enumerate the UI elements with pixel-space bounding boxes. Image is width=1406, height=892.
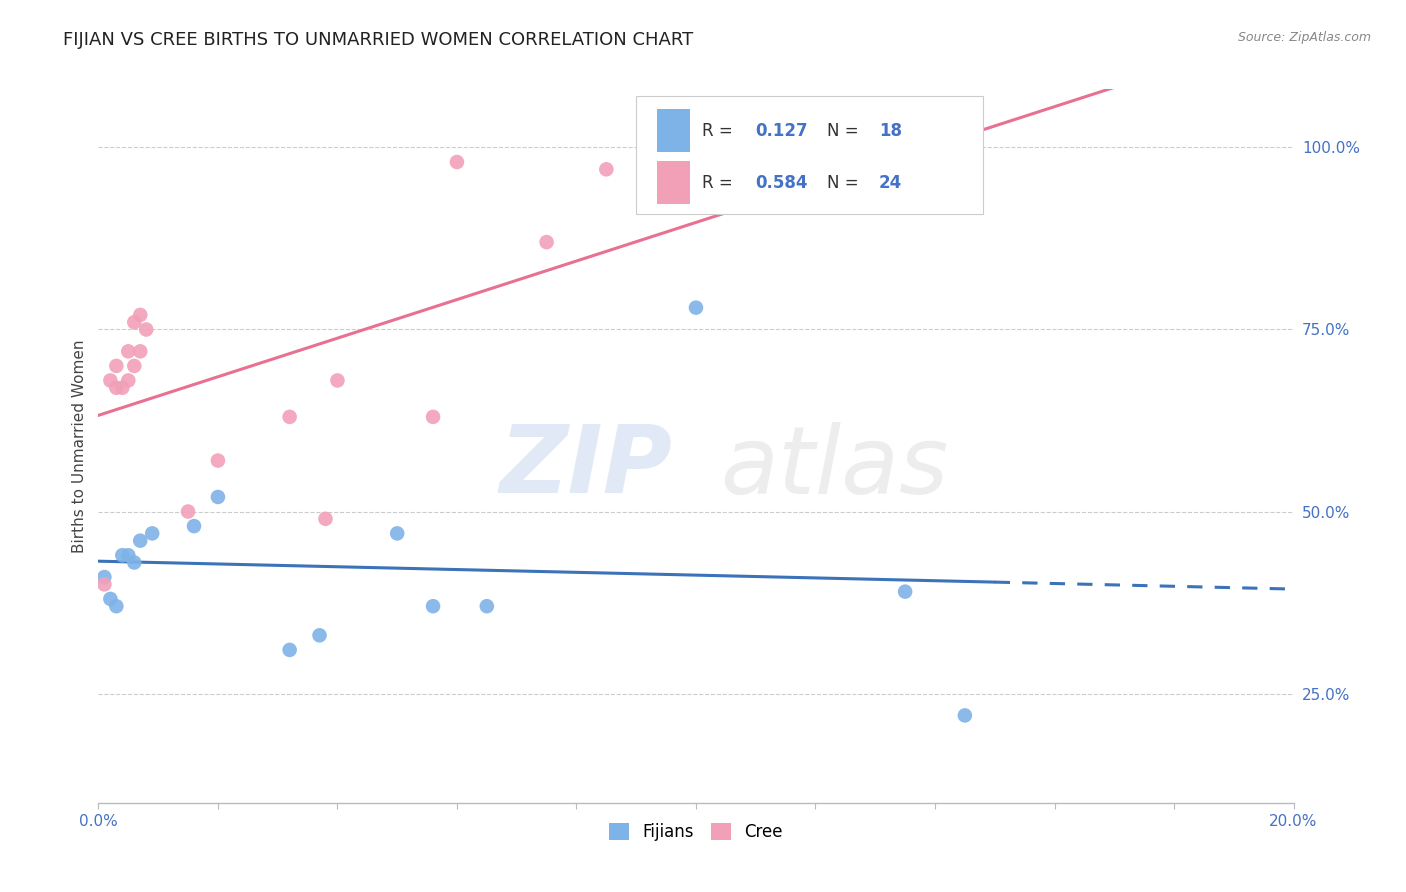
- Text: FIJIAN VS CREE BIRTHS TO UNMARRIED WOMEN CORRELATION CHART: FIJIAN VS CREE BIRTHS TO UNMARRIED WOMEN…: [63, 31, 693, 49]
- Text: R =: R =: [702, 174, 738, 192]
- Point: [105, 359, 128, 373]
- Point: [105, 599, 128, 614]
- Point: [111, 381, 134, 395]
- Point: [315, 512, 337, 526]
- Point: [129, 344, 152, 359]
- Text: 0.584: 0.584: [756, 174, 808, 192]
- Text: 0.127: 0.127: [756, 122, 808, 140]
- Point: [385, 526, 409, 541]
- Text: R =: R =: [702, 122, 738, 140]
- Point: [278, 643, 301, 657]
- Point: [117, 548, 139, 562]
- Text: Source: ZipAtlas.com: Source: ZipAtlas.com: [1237, 31, 1371, 45]
- Point: [536, 235, 558, 249]
- FancyBboxPatch shape: [637, 96, 983, 214]
- Point: [111, 548, 134, 562]
- Point: [446, 155, 468, 169]
- Point: [183, 519, 205, 533]
- Y-axis label: Births to Unmarried Women: Births to Unmarried Women: [72, 339, 87, 553]
- Point: [129, 533, 152, 548]
- Point: [98, 374, 122, 388]
- Point: [326, 374, 349, 388]
- Point: [93, 577, 115, 591]
- Bar: [657, 161, 690, 204]
- Text: 18: 18: [879, 122, 901, 140]
- Point: [422, 409, 444, 424]
- Point: [953, 708, 976, 723]
- Point: [475, 599, 498, 614]
- Point: [124, 315, 146, 329]
- Point: [308, 628, 330, 642]
- Point: [129, 308, 152, 322]
- Point: [141, 526, 163, 541]
- Point: [105, 381, 128, 395]
- Point: [894, 584, 917, 599]
- Point: [117, 374, 139, 388]
- Legend: Fijians, Cree: Fijians, Cree: [603, 816, 789, 848]
- Point: [117, 344, 139, 359]
- Text: N =: N =: [828, 174, 865, 192]
- Bar: [657, 110, 690, 153]
- Point: [98, 591, 122, 606]
- Point: [865, 140, 887, 154]
- Point: [912, 140, 935, 154]
- Point: [595, 162, 617, 177]
- Point: [124, 359, 146, 373]
- Text: N =: N =: [828, 122, 865, 140]
- Point: [278, 409, 301, 424]
- Point: [685, 301, 707, 315]
- Point: [124, 556, 146, 570]
- Point: [207, 490, 229, 504]
- Point: [905, 162, 928, 177]
- Text: atlas: atlas: [720, 422, 948, 513]
- Point: [422, 599, 444, 614]
- Text: ZIP: ZIP: [499, 421, 672, 514]
- Point: [135, 322, 157, 336]
- Text: 24: 24: [879, 174, 903, 192]
- Point: [177, 504, 200, 518]
- Point: [207, 453, 229, 467]
- Point: [93, 570, 115, 584]
